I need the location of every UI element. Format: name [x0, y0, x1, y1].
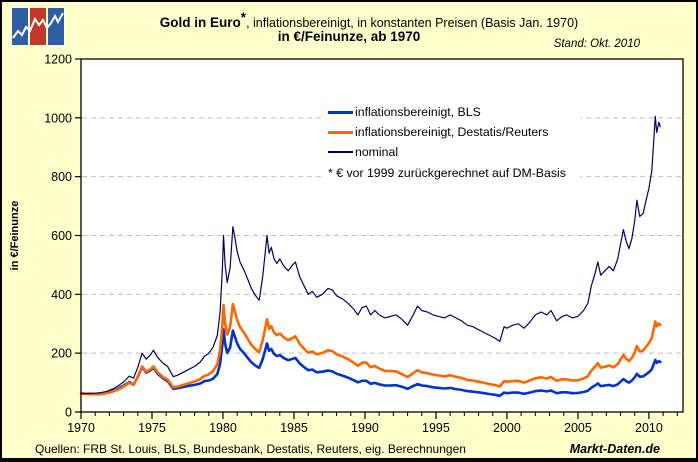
- legend-item-nominal: nominal: [328, 142, 566, 162]
- x-tick-label: 1975: [138, 421, 166, 435]
- x-tick-label: 1980: [209, 421, 237, 435]
- legend-swatch-bls: [328, 110, 353, 114]
- series-line: [79, 327, 662, 398]
- markt-daten-logo: [12, 8, 64, 45]
- status-date: Stand: Okt. 2010: [553, 38, 640, 50]
- x-tick-label: 2010: [635, 421, 663, 435]
- y-axis-title: in €/Feinunze: [9, 201, 21, 271]
- y-tick-label: 400: [51, 288, 72, 302]
- chart-title: Gold in Euro*, inflationsbereinigt, in k…: [62, 10, 676, 30]
- title-asterisk: *: [240, 10, 247, 25]
- y-tick-label: 200: [51, 347, 72, 361]
- x-tick-label: 1970: [67, 421, 95, 435]
- series-line: [79, 302, 662, 396]
- footnote-dm-basis: * € vor 1999 zurückgerechnet auf DM-Basi…: [328, 166, 566, 180]
- legend-item-bls: inflationsbereinigt, BLS: [328, 102, 566, 122]
- legend-label-bls: inflationsbereinigt, BLS: [355, 105, 481, 119]
- x-tick-label: 2000: [493, 421, 521, 435]
- x-tick-label: 2005: [564, 421, 592, 435]
- y-tick-label: 800: [51, 170, 72, 184]
- logo-sparkline: [12, 12, 64, 39]
- legend-item-destatis: inflationsbereinigt, Destatis/Reuters: [328, 122, 566, 142]
- y-tick-label: 0: [65, 406, 72, 420]
- chart-title-bold: Gold in Euro: [159, 15, 241, 31]
- chart-subtitle: in €/Feinunze, ab 1970: [277, 29, 421, 44]
- logo-tile: [30, 8, 46, 45]
- legend-label-destatis: inflationsbereinigt, Destatis/Reuters: [355, 125, 549, 139]
- legend-swatch-destatis: [328, 130, 353, 134]
- chart-legend: inflationsbereinigt, BLS inflationsberei…: [322, 100, 580, 185]
- chart-title-rest: , inflationsbereinigt, in konstanten Pre…: [246, 16, 579, 31]
- sources-text: Quellen: FRB St. Louis, BLS, Bundesbank,…: [35, 442, 466, 456]
- y-tick-label: 1000: [44, 111, 72, 125]
- chart-footer: Quellen: FRB St. Louis, BLS, Bundesbank,…: [35, 442, 660, 456]
- y-tick-label: 1200: [44, 53, 72, 67]
- legend-label-nominal: nominal: [355, 145, 399, 159]
- logo-tile: [12, 8, 28, 45]
- series-line: [80, 115, 661, 395]
- y-tick-label: 600: [51, 229, 72, 243]
- x-tick-label: 1995: [422, 421, 450, 435]
- legend-swatch-nominal: [328, 151, 353, 153]
- x-tick-label: 1985: [280, 421, 308, 435]
- brand-text: Markt-Daten.de: [569, 442, 660, 456]
- x-tick-label: 1990: [351, 421, 379, 435]
